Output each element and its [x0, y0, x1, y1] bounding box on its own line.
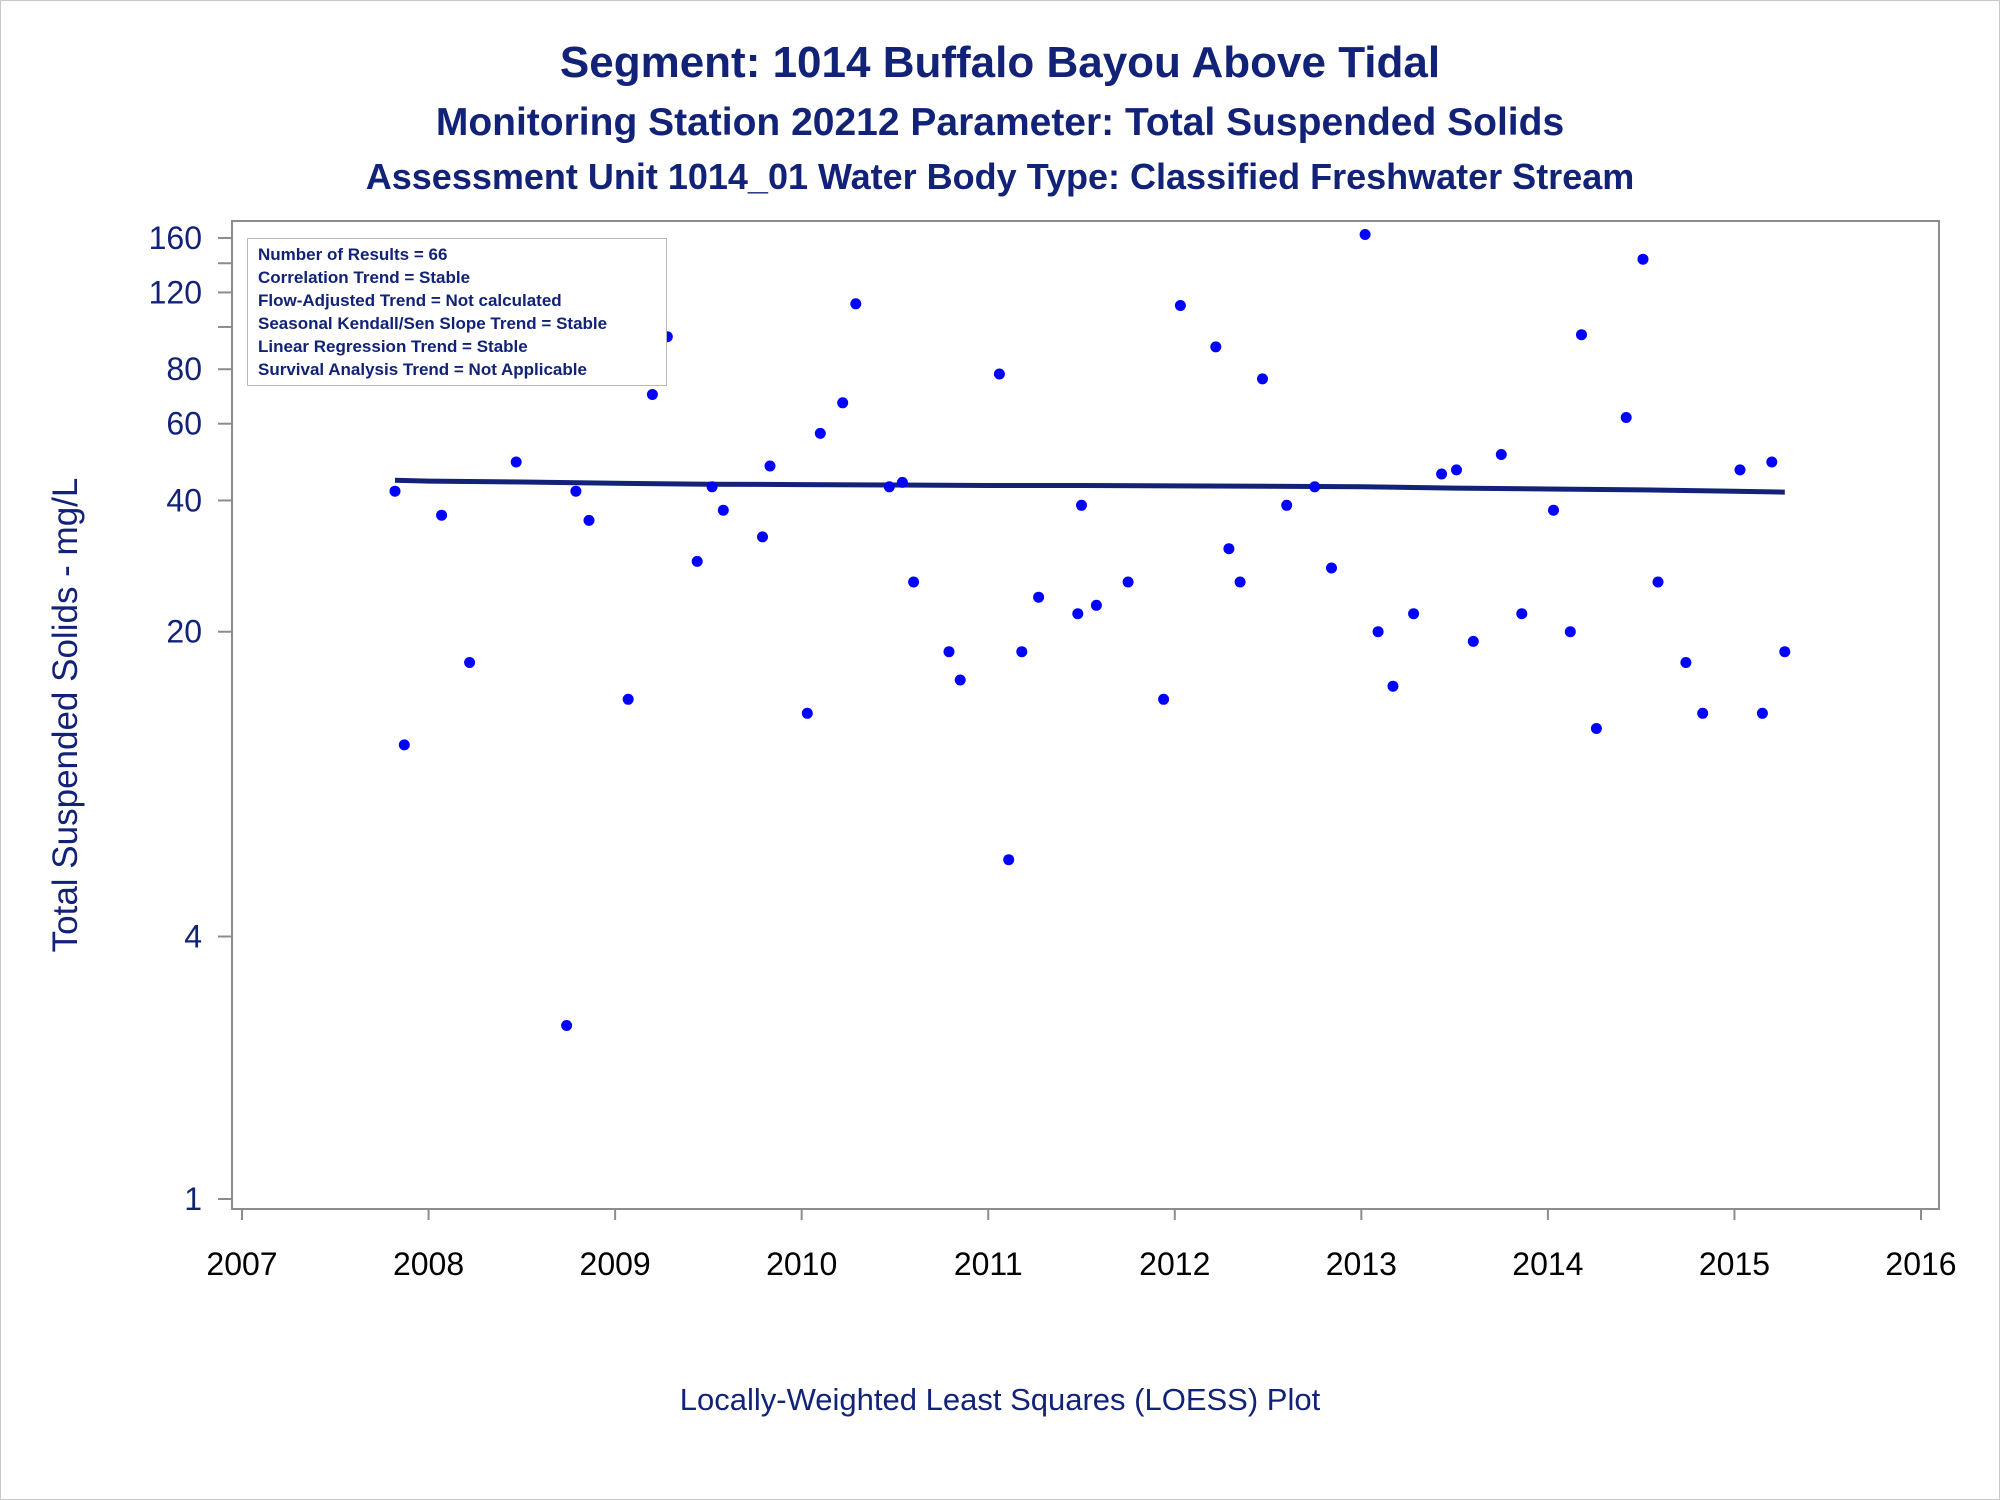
- x-tick-label: 2011: [954, 1246, 1023, 1282]
- data-point: [646, 389, 658, 400]
- data-point: [1620, 412, 1632, 423]
- data-point: [1548, 504, 1559, 516]
- y-tick-label: 120: [149, 274, 202, 310]
- x-tick-label: 2013: [1326, 1246, 1397, 1282]
- plot-footnote: Locally-Weighted Least Squares (LOESS) P…: [679, 1382, 1321, 1417]
- data-point: [1779, 646, 1791, 658]
- data-point: [764, 460, 776, 472]
- data-point: [717, 504, 729, 516]
- data-point: [1122, 576, 1134, 588]
- data-point: [1756, 707, 1768, 719]
- stats-line-seasonal-kendall: Seasonal Kendall/Sen Slope Trend = Stabl…: [258, 314, 608, 333]
- loess-curve-group: [394, 477, 1785, 495]
- data-point: [1495, 449, 1507, 460]
- data-point: [1564, 626, 1576, 638]
- data-point: [1326, 562, 1337, 574]
- data-point: [1697, 707, 1709, 719]
- y-tick-label: 60: [166, 406, 202, 442]
- data-point: [757, 531, 768, 543]
- data-point: [1174, 300, 1186, 311]
- data-point: [837, 397, 849, 409]
- data-point: [801, 707, 813, 719]
- data-point: [1033, 591, 1045, 603]
- y-tick-label: 1: [184, 1181, 202, 1217]
- data-point: [1210, 341, 1222, 353]
- data-point: [1387, 680, 1399, 692]
- x-tick-label: 2009: [580, 1246, 651, 1282]
- trend-stats-box: Number of Results = 66 Correlation Trend…: [247, 238, 667, 386]
- chart-subtitle-station: Monitoring Station 20212 Parameter: Tota…: [435, 101, 1565, 144]
- data-point: [1451, 464, 1462, 476]
- y-tick-label: 20: [166, 614, 202, 650]
- data-point: [814, 427, 826, 439]
- data-point: [943, 646, 955, 658]
- data-point: [1309, 481, 1321, 493]
- data-point: [1223, 543, 1235, 555]
- data-point: [436, 509, 448, 521]
- data-point: [1637, 253, 1649, 265]
- data-point: [1372, 626, 1384, 638]
- x-tick-label: 2014: [1512, 1246, 1583, 1282]
- data-point: [993, 368, 1005, 380]
- data-point: [908, 576, 920, 588]
- x-tick-label: 2015: [1699, 1246, 1770, 1282]
- data-point: [464, 657, 476, 668]
- data-point: [570, 485, 582, 497]
- data-point: [1072, 608, 1084, 620]
- stats-line-survival: Survival Analysis Trend = Not Applicable: [258, 360, 587, 379]
- stats-line-results: Number of Results = 66: [258, 245, 448, 264]
- data-point: [1734, 464, 1746, 476]
- y-tick-label: 4: [184, 918, 202, 954]
- data-point: [1408, 608, 1420, 620]
- data-point: [1076, 499, 1087, 511]
- data-point: [1016, 646, 1028, 658]
- data-point: [622, 693, 634, 705]
- data-point: [706, 481, 718, 493]
- data-point: [1090, 599, 1102, 611]
- y-tick-label: 40: [166, 482, 202, 518]
- data-point: [691, 555, 703, 567]
- data-point: [1436, 468, 1448, 480]
- data-point: [561, 1020, 573, 1031]
- y-tick-label: 80: [166, 351, 202, 387]
- stats-line-correlation: Correlation Trend = Stable: [258, 268, 471, 287]
- x-tick-label: 2008: [393, 1246, 464, 1282]
- chart-subtitle-assessment: Assessment Unit 1014_01 Water Body Type:…: [365, 156, 1635, 197]
- axes: 2007 2008 2009 2010 2011 2012 2013 2014 2015 2016…: [149, 220, 1957, 1282]
- data-point: [1158, 693, 1170, 705]
- chart-title: Segment: 1014 Buffalo Bayou Above Tidal: [559, 38, 1441, 87]
- data-point: [896, 476, 908, 488]
- loess-trend-line: [394, 477, 1785, 495]
- data-point: [1003, 854, 1015, 866]
- data-point: [1576, 329, 1587, 341]
- data-point: [1281, 499, 1293, 511]
- data-point: [1516, 608, 1528, 620]
- y-axis-label: Total Suspended Solids - mg/L: [46, 478, 85, 953]
- stats-line-flow-adjusted: Flow-Adjusted Trend = Not calculated: [258, 291, 562, 310]
- data-point: [850, 298, 862, 310]
- data-point: [1467, 635, 1479, 647]
- stats-line-linear-regression: Linear Regression Trend = Stable: [258, 337, 528, 356]
- y-tick-label: 160: [149, 220, 202, 256]
- data-point: [1590, 723, 1602, 734]
- data-point: [1257, 373, 1268, 385]
- x-tick-label: 2010: [766, 1246, 837, 1282]
- data-point: [1766, 456, 1778, 468]
- x-tick-label: 2007: [206, 1246, 277, 1282]
- x-tick-label: 2016: [1885, 1246, 1956, 1282]
- data-point: [389, 485, 401, 497]
- data-point: [398, 739, 410, 751]
- data-point: [883, 481, 895, 493]
- data-point: [954, 674, 966, 686]
- data-points: [389, 229, 1791, 1031]
- data-point: [1680, 657, 1692, 668]
- data-point: [1234, 576, 1246, 588]
- data-point: [583, 514, 595, 526]
- x-tick-label: 2012: [1139, 1246, 1210, 1282]
- data-point: [1652, 576, 1664, 588]
- data-point: [510, 456, 522, 468]
- data-point: [1359, 229, 1371, 240]
